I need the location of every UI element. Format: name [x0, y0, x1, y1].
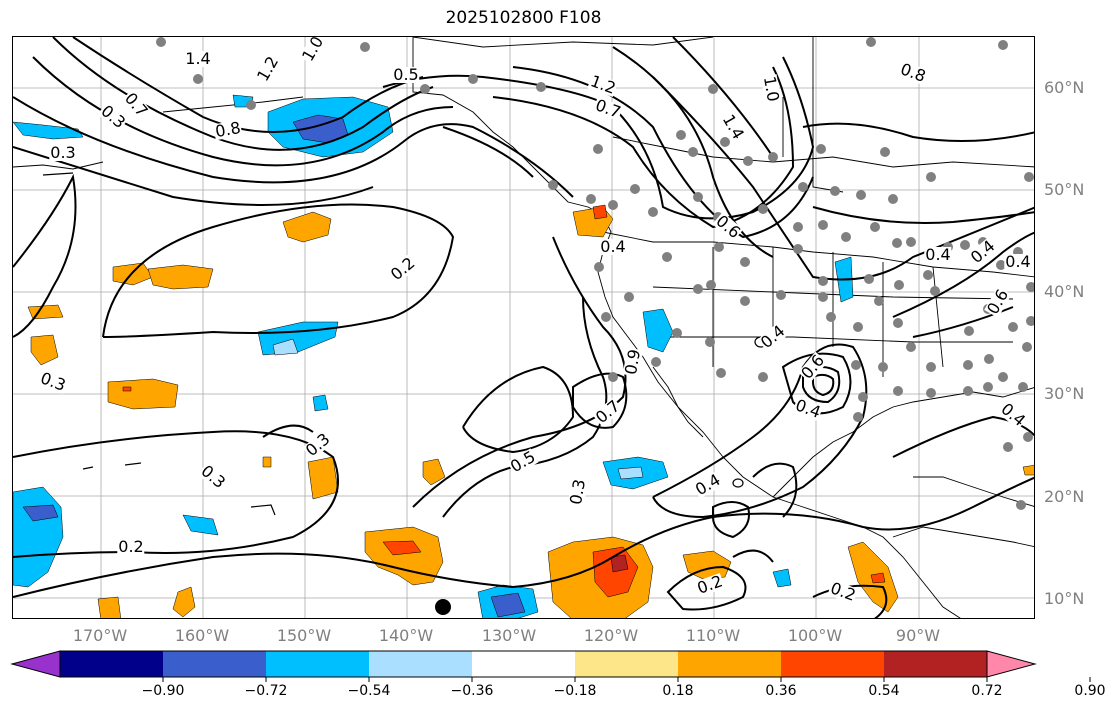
colorbar-cell — [472, 651, 575, 677]
lat-label-50n: 50°N — [1044, 180, 1085, 199]
contour-label: 0.2 — [117, 537, 145, 556]
colorbar-tick-label: −0.18 — [553, 683, 597, 699]
colorbar-tick-label: −0.36 — [450, 683, 494, 699]
contour-label: 0.4 — [1004, 252, 1032, 271]
colorbar-tick-label: −0.72 — [244, 683, 288, 699]
lon-label-170w: 170°W — [72, 626, 128, 645]
colorbar-cell — [369, 651, 472, 677]
lon-label-130w: 130°W — [481, 626, 537, 645]
lon-label-150w: 150°W — [276, 626, 332, 645]
contour-label: 0.4 — [924, 245, 952, 264]
colorbar-cell — [60, 651, 163, 677]
contour-label: 1.4 — [184, 49, 212, 68]
map-canvas — [13, 37, 1034, 618]
contour-label: 0.3 — [49, 143, 77, 162]
map-panel[interactable]: 1.4 1.2 1.0 0.5 0.7 0.3 0.8 0.3 0.2 0.3 0.3 0.3 0.2 0… — [12, 36, 1035, 619]
lat-label-60n: 60°N — [1044, 78, 1085, 97]
station-dots — [156, 37, 1034, 510]
contour-label: 0.4 — [599, 237, 627, 256]
colorbar-tick-label: 0.36 — [765, 683, 797, 699]
colorbar-cell — [163, 651, 266, 677]
colorbar-tick-label: −0.90 — [141, 683, 185, 699]
lat-label-40n: 40°N — [1044, 282, 1085, 301]
lon-label-110w: 110°W — [685, 626, 741, 645]
colorbar-tick-label: 0.72 — [971, 683, 1003, 699]
colorbar-cell — [266, 651, 369, 677]
center-marker — [435, 599, 451, 615]
lon-label-90w: 90°W — [895, 626, 941, 645]
lon-label-140w: 140°W — [378, 626, 434, 645]
colorbar-tick-label: 0.54 — [868, 683, 900, 699]
lon-label-160w: 160°W — [174, 626, 230, 645]
colorbar-tick-label: −0.54 — [347, 683, 391, 699]
lat-label-30n: 30°N — [1044, 384, 1085, 403]
colorbar-cell — [884, 651, 987, 677]
islands — [42, 172, 768, 516]
colorbar-extend-high — [986, 650, 1037, 678]
shaded-anomalies — [13, 94, 1034, 618]
colorbar-tick-label: 0.90 — [1074, 683, 1105, 699]
lon-label-120w: 120°W — [583, 626, 639, 645]
colorbar-cell — [781, 651, 884, 677]
colorbar-extend-low — [10, 650, 61, 678]
map-title: 2025102800 F108 — [445, 8, 602, 28]
lon-label-100w: 100°W — [787, 626, 843, 645]
lat-label-20n: 20°N — [1044, 487, 1085, 506]
lat-label-10n: 10°N — [1044, 589, 1085, 608]
colorbar-outline — [59, 650, 988, 678]
colorbar-cell — [678, 651, 781, 677]
colorbar-tick-label: 0.18 — [662, 683, 694, 699]
contour-label: 0.5 — [392, 65, 420, 84]
colorbar-cell — [575, 651, 678, 677]
